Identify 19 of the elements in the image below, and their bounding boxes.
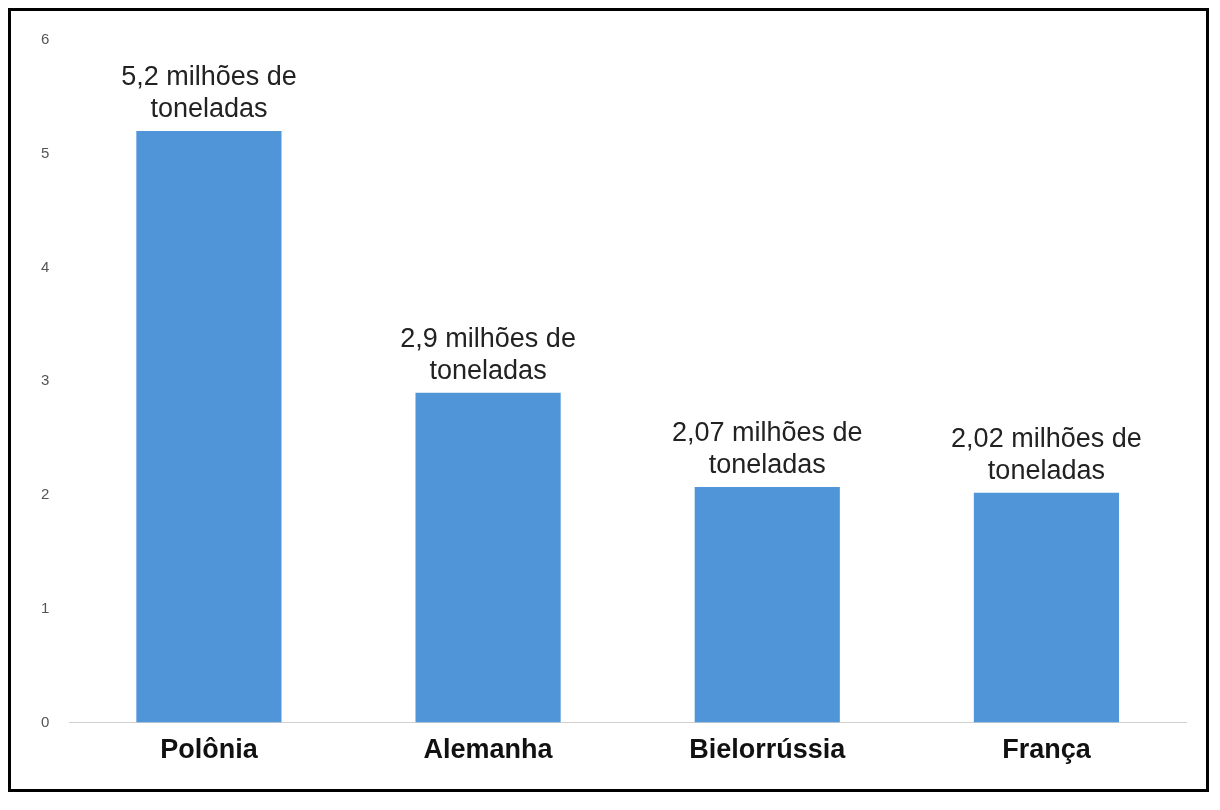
data-label: 5,2 milhões de toneladas xyxy=(121,60,297,123)
x-tick-label: França xyxy=(1002,734,1092,765)
y-tick-label: 6 xyxy=(41,30,50,48)
y-tick-label: 4 xyxy=(41,257,50,275)
x-tick-label: Polônia xyxy=(160,734,259,765)
y-tick-label: 2 xyxy=(41,485,50,503)
bar xyxy=(973,492,1119,723)
y-tick-label: 5 xyxy=(41,143,50,161)
bar xyxy=(415,392,561,723)
bar xyxy=(136,131,282,723)
x-tick-label: Bielorrússia xyxy=(689,734,847,765)
data-label: 2,07 milhões de toneladas xyxy=(671,417,863,480)
x-tick-label: Alemanha xyxy=(423,734,554,765)
y-tick-label: 0 xyxy=(41,712,50,730)
data-label: 2,9 milhões de toneladas xyxy=(400,322,576,385)
bar xyxy=(694,487,840,723)
y-tick-label: 3 xyxy=(41,371,50,389)
y-tick-label: 1 xyxy=(41,598,50,616)
data-label: 2,02 milhões de toneladas xyxy=(951,422,1142,485)
